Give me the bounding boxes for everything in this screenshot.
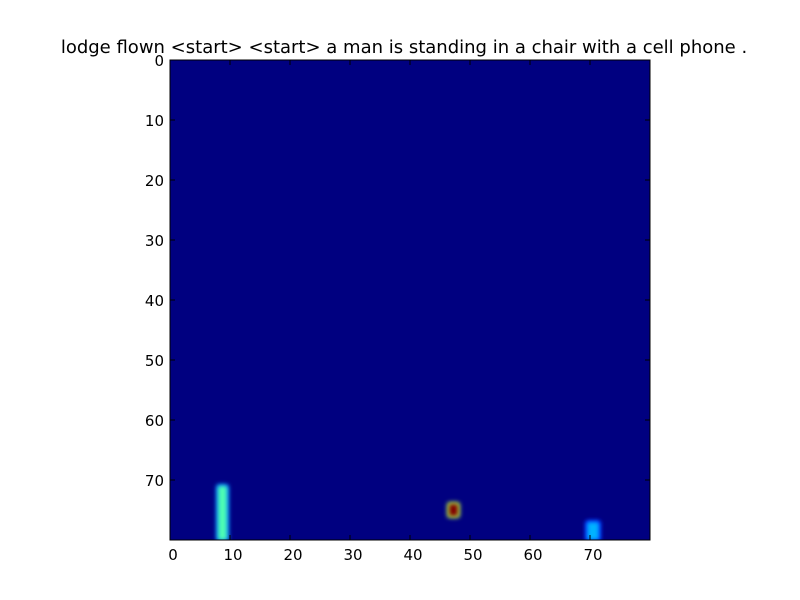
x-tick-label: 10 (223, 546, 242, 564)
y-tick-label: 50 (145, 352, 164, 370)
hotspot-1 (449, 504, 458, 516)
y-tick-label: 40 (145, 292, 164, 310)
x-tick-label: 50 (463, 546, 482, 564)
y-tick-label: 0 (154, 52, 164, 70)
heatmap-background (170, 60, 650, 540)
y-tick-label: 10 (145, 112, 164, 130)
x-tick-label: 40 (403, 546, 422, 564)
hotspot-2 (587, 522, 599, 540)
x-tick-label: 0 (168, 546, 178, 564)
chart-title: lodge flown <start> <start> a man is sta… (61, 37, 747, 58)
y-tick-label: 20 (145, 172, 164, 190)
y-tick-label: 60 (145, 412, 164, 430)
hotspot-0 (218, 486, 227, 540)
axes: 0 10 20 30 40 50 60 70 0 10 20 30 40 50 60 70 (145, 52, 650, 564)
y-tick-label: 70 (145, 472, 164, 490)
x-tick-label: 60 (523, 546, 542, 564)
x-tick-label: 20 (283, 546, 302, 564)
y-tick-label: 30 (145, 232, 164, 250)
x-tick-label: 70 (583, 546, 602, 564)
x-tick-label: 30 (343, 546, 362, 564)
